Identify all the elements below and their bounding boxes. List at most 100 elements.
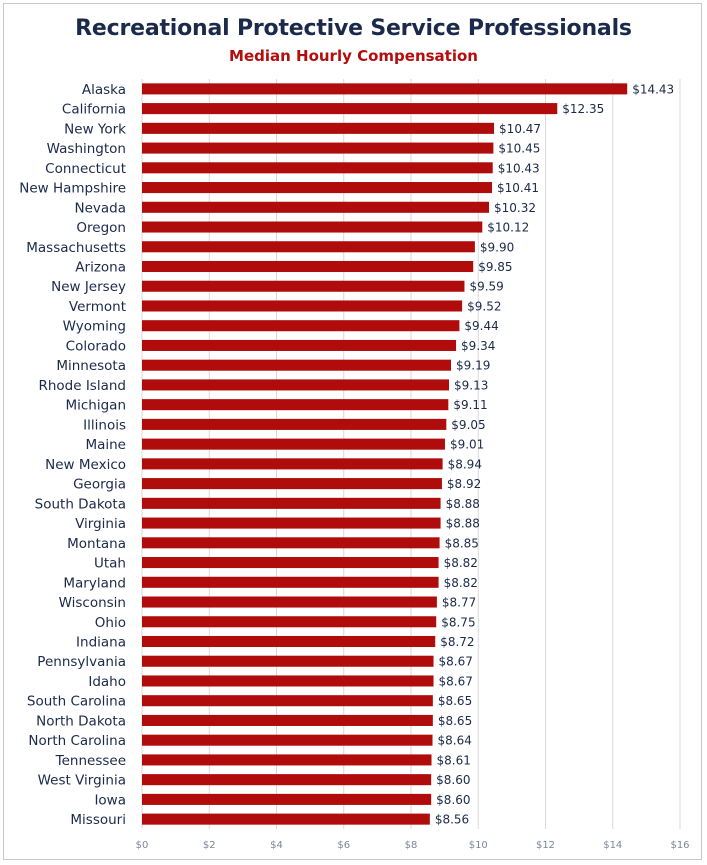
value-label: $9.44	[464, 319, 498, 333]
x-tick-label: $0	[136, 840, 149, 851]
bar	[142, 280, 465, 292]
value-label: $8.88	[446, 497, 480, 511]
bar	[142, 517, 441, 529]
bar	[142, 418, 447, 430]
category-label: Alaska	[82, 82, 126, 98]
x-tick-label: $2	[203, 840, 216, 851]
value-label: $8.82	[444, 576, 478, 590]
category-label: Oregon	[76, 220, 126, 236]
category-label: Virginia	[75, 516, 126, 532]
x-tick-label: $12	[536, 840, 555, 851]
value-label: $12.35	[562, 102, 604, 116]
value-label: $8.65	[438, 714, 472, 728]
value-label: $8.56	[435, 813, 469, 827]
category-label: California	[62, 102, 126, 118]
bar	[142, 320, 460, 332]
value-label: $9.13	[454, 378, 488, 392]
bar	[142, 201, 490, 213]
value-label: $9.90	[480, 240, 514, 254]
bar	[142, 359, 452, 371]
category-label: Vermont	[69, 299, 126, 315]
bar	[142, 241, 475, 253]
value-label: $9.11	[453, 398, 487, 412]
category-label: South Dakota	[35, 496, 126, 512]
value-label: $8.94	[448, 457, 482, 471]
bar	[142, 695, 433, 707]
bar	[142, 478, 442, 490]
bar	[142, 300, 463, 312]
x-tick-label: $4	[270, 840, 283, 851]
value-label: $14.43	[632, 82, 674, 96]
value-label: $9.01	[450, 438, 484, 452]
chart-frame	[3, 3, 702, 860]
value-label: $10.45	[498, 142, 540, 156]
bar	[142, 83, 628, 95]
value-label: $8.67	[439, 655, 473, 669]
bar	[142, 754, 432, 766]
category-label: Wisconsin	[59, 595, 126, 611]
category-label: Pennsylvania	[37, 654, 126, 670]
value-label: $8.72	[440, 635, 474, 649]
category-label: Tennessee	[55, 753, 126, 769]
category-label: Massachusetts	[26, 240, 126, 256]
bar	[142, 260, 474, 273]
value-label: $10.43	[498, 161, 540, 175]
category-label: New York	[64, 121, 126, 137]
bar	[142, 675, 434, 687]
x-tick-label: $16	[670, 840, 689, 851]
category-label: West Virginia	[38, 773, 126, 789]
category-label: Wyoming	[63, 319, 126, 335]
category-label: New Jersey	[51, 279, 126, 295]
bar	[142, 122, 495, 134]
value-label: $8.88	[446, 517, 480, 531]
category-label: South Carolina	[27, 694, 126, 710]
bar	[142, 635, 436, 648]
value-label: $10.12	[487, 221, 529, 235]
bar	[142, 793, 432, 805]
value-label: $10.32	[494, 201, 536, 215]
bar	[142, 596, 437, 608]
bar	[142, 379, 449, 391]
value-label: $10.47	[499, 122, 541, 136]
bar	[142, 497, 441, 509]
category-label: Idaho	[88, 674, 126, 690]
category-label: Montana	[67, 536, 126, 552]
bar	[142, 734, 433, 746]
value-label: $8.85	[445, 536, 479, 550]
value-label: $8.61	[437, 753, 471, 767]
category-label: North Carolina	[28, 733, 126, 749]
bar	[142, 221, 483, 233]
category-label: Maine	[85, 437, 126, 453]
category-label: Colorado	[66, 338, 126, 354]
category-label: New Hampshire	[19, 181, 126, 197]
category-label: Indiana	[76, 635, 126, 651]
category-label: Michigan	[65, 398, 126, 414]
value-label: $8.75	[441, 615, 475, 629]
x-tick-label: $8	[405, 840, 418, 851]
chart-subtitle: Median Hourly Compensation	[229, 47, 478, 65]
bar	[142, 655, 434, 667]
bar	[142, 616, 437, 628]
chart-title: Recreational Protective Service Professi…	[75, 16, 632, 41]
bar	[142, 339, 457, 351]
category-label: Arizona	[75, 260, 126, 276]
category-label: Iowa	[94, 792, 126, 808]
value-label: $9.52	[467, 299, 501, 313]
x-tick-label: $10	[469, 840, 488, 851]
value-label: $8.82	[444, 556, 478, 570]
category-label: New Mexico	[45, 457, 126, 473]
category-label: Illinois	[83, 417, 126, 433]
bar	[142, 458, 443, 470]
category-label: Washington	[47, 141, 126, 157]
category-label: Nevada	[74, 200, 126, 216]
value-label: $8.64	[438, 734, 472, 748]
bar	[142, 774, 432, 786]
category-label: Ohio	[95, 615, 126, 631]
x-tick-label: $14	[603, 840, 622, 851]
value-label: $8.65	[438, 694, 472, 708]
bar	[142, 182, 493, 194]
value-label: $10.41	[497, 181, 539, 195]
value-label: $8.77	[442, 596, 476, 610]
category-label: Maryland	[63, 575, 126, 591]
